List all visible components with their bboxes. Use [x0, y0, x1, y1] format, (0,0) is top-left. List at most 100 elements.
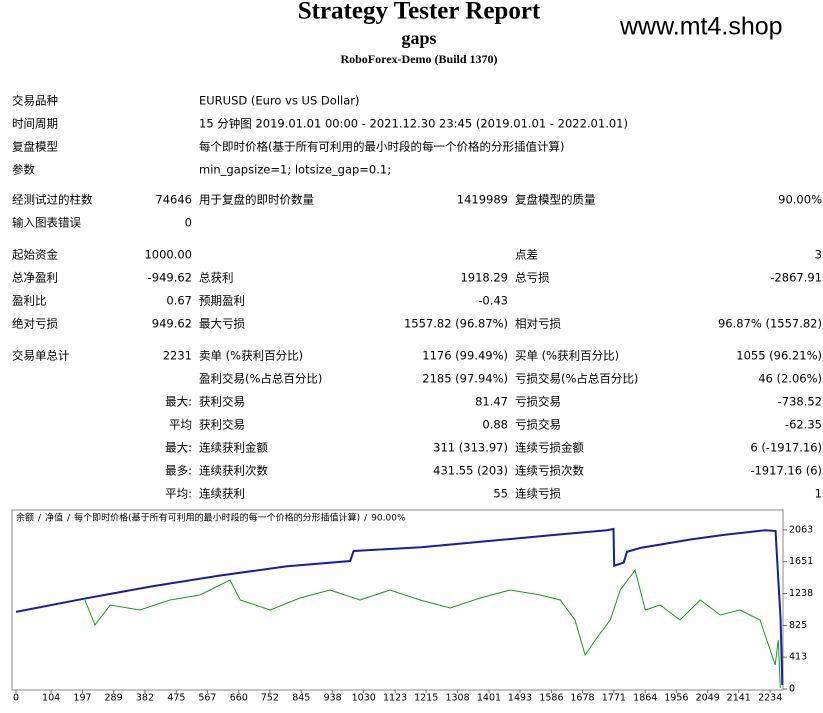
field-label: 盈利交易(%占总百分比) [199, 372, 322, 386]
field-label: 交易品种 [12, 94, 58, 108]
field-value: 0.88 [482, 418, 508, 432]
report-table: 交易品种 EURUSD (Euro vs US Dollar) 时间周期 15 分钟图… [12, 94, 822, 501]
x-tick-label: 660 [230, 693, 248, 704]
field-value: 949.62 [152, 317, 192, 331]
field-label: 亏损交易 [515, 395, 561, 409]
field-value: 6 (-1917.16) [750, 441, 822, 455]
field-label: 总亏损 [515, 271, 550, 285]
field-label: 总获利 [199, 271, 234, 285]
field-label: 点差 [515, 248, 538, 262]
field-label: 卖单 (%获利百分比) [199, 349, 303, 363]
field-label: 获利交易 [199, 418, 245, 432]
x-tick-label: 1401 [477, 693, 501, 704]
x-tick-label: 382 [136, 693, 154, 704]
field-value: 最大: [165, 395, 192, 409]
legend-text: / [364, 514, 368, 524]
field-label: 预期盈利 [199, 294, 245, 308]
field-value: 46 (2.06%) [758, 372, 822, 386]
field-label: 连续亏损次数 [515, 464, 584, 478]
field-value: min_gapsize=1; lotsize_gap=0.1; [199, 163, 391, 177]
field-value: 81.47 [475, 395, 508, 409]
field-value: 2231 [163, 349, 192, 363]
x-tick-label: 197 [73, 693, 91, 704]
field-value: 每个即时价格(基于所有可利用的最小时段的每一个价格的分形插值计算) [199, 140, 564, 154]
field-value: 1557.82 (96.87%) [404, 317, 508, 331]
x-tick-label: 1030 [352, 693, 376, 704]
series-line [84, 568, 781, 689]
field-value: 0.67 [166, 294, 192, 308]
x-tick-label: 104 [42, 693, 60, 704]
x-tick-label: 1771 [602, 693, 626, 704]
field-label: 输入图表错误 [12, 216, 81, 230]
field-label: 相对亏损 [515, 317, 561, 331]
field-value: 1055 (96.21%) [736, 349, 822, 363]
field-label: 经测试过的柱数 [12, 193, 93, 207]
field-value: 15 分钟图 2019.01.01 00:00 - 2021.12.30 23:… [199, 117, 628, 131]
field-value: 311 (313.97) [433, 441, 508, 455]
field-value: 74646 [155, 193, 192, 207]
field-label: 连续获利金额 [199, 441, 268, 455]
x-tick-label: 567 [198, 693, 216, 704]
x-tick-label: 1493 [508, 693, 532, 704]
watermark: www.mt4.shop [619, 13, 783, 41]
x-tick-label: 1215 [414, 693, 438, 704]
field-label: 起始资金 [12, 248, 58, 262]
field-label: 连续获利 [199, 487, 245, 501]
field-value: 最大: [165, 441, 192, 455]
chart-frame [11, 509, 784, 691]
x-tick-label: 1956 [664, 693, 688, 704]
y-tick-label: 413 [789, 652, 807, 663]
field-value: 平均: [165, 487, 192, 501]
x-tick-label: 475 [167, 693, 185, 704]
series-line [15, 527, 784, 686]
field-value: -0.43 [478, 294, 508, 308]
field-value: 0 [185, 216, 192, 230]
field-value: 96.87% (1557.82) [718, 317, 822, 331]
field-label: 连续亏损金额 [515, 441, 584, 455]
field-value: 1 [815, 487, 822, 501]
field-label: 用于复盘的即时价数量 [199, 193, 314, 207]
field-label: 连续获利次数 [199, 464, 268, 478]
report-title: Strategy Tester Report [298, 0, 541, 25]
x-tick-label: 0 [13, 693, 19, 704]
field-value: 55 [493, 487, 508, 501]
field-label: 时间周期 [12, 117, 58, 131]
x-tick-label: 2234 [758, 693, 782, 704]
x-tick-label: 1678 [570, 693, 594, 704]
x-tick-label: 1864 [633, 693, 657, 704]
expert-name: gaps [401, 28, 436, 48]
field-label: 总净盈利 [12, 271, 58, 285]
x-tick-label: 938 [324, 693, 342, 704]
field-value: 1918.29 [460, 271, 508, 285]
x-tick-label: 1308 [445, 693, 469, 704]
x-tick-label: 1586 [539, 693, 563, 704]
field-value: 90.00% [778, 193, 822, 207]
y-tick-label: 825 [789, 620, 807, 631]
field-value: 3 [815, 248, 822, 262]
field-value: 431.55 (203) [433, 464, 508, 478]
build-info: RoboForex-Demo (Build 1370) [340, 52, 497, 66]
field-label: 买单 (%获利百分比) [515, 349, 619, 363]
field-value: -1917.16 (6) [750, 464, 822, 478]
x-tick-label: 2049 [696, 693, 720, 704]
field-value: 平均 [169, 418, 192, 432]
field-label: 亏损交易 [515, 418, 561, 432]
field-value: -949.62 [148, 271, 192, 285]
field-label: 连续亏损 [515, 487, 561, 501]
field-value: -2867.91 [770, 271, 822, 285]
field-value: 最多: [165, 464, 192, 478]
field-value: EURUSD (Euro vs US Dollar) [199, 94, 359, 108]
legend-text: / [67, 514, 71, 524]
y-tick-label: 1238 [789, 588, 813, 599]
x-tick-label: 752 [261, 693, 279, 704]
field-value: 1419989 [457, 193, 508, 207]
legend-text: 每个即时价格(基于所有可利用的最小时段的每一个价格的分形插值计算) [74, 512, 360, 524]
field-label: 获利交易 [199, 395, 245, 409]
x-tick-label: 2141 [727, 693, 751, 704]
field-label: 参数 [12, 163, 35, 177]
y-tick-label: 0 [789, 684, 795, 695]
y-tick-label: 2063 [789, 524, 813, 535]
x-tick-label: 1123 [383, 693, 407, 704]
legend-text: 净值 [45, 512, 63, 524]
field-label: 复盘模型的质量 [515, 193, 596, 207]
